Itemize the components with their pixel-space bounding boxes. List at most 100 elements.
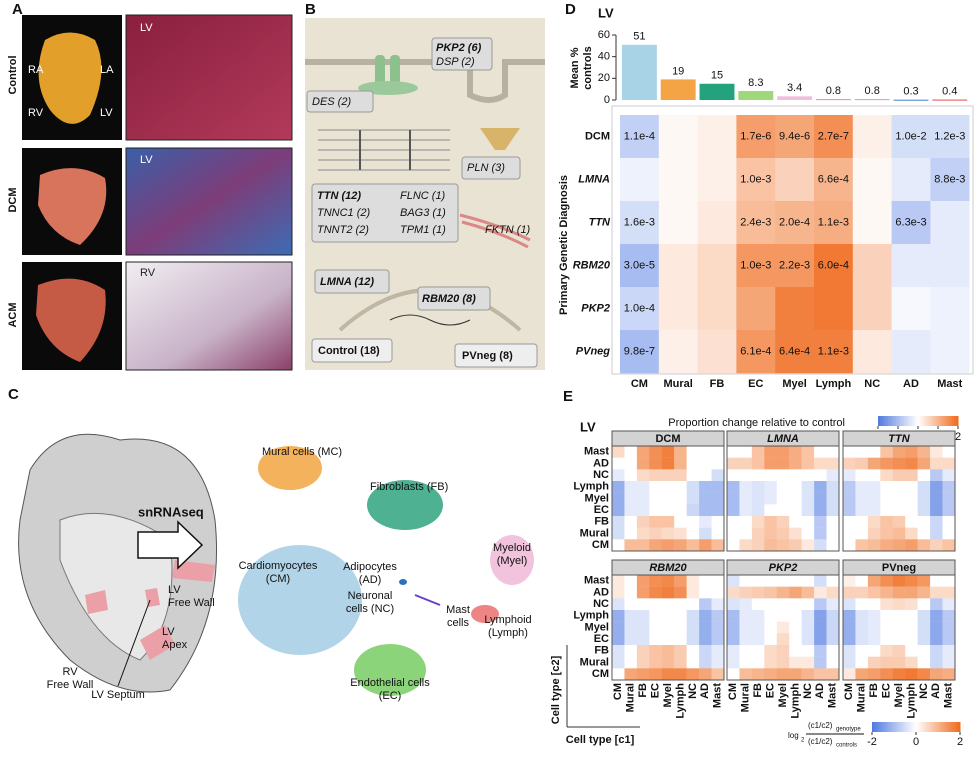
heatmap-cell: [686, 504, 700, 517]
colorbar-swatch: [942, 722, 946, 732]
heatmap-cell: [764, 504, 777, 517]
heatmap-cell: [674, 492, 687, 505]
heatmap-cell: [764, 527, 777, 540]
heatmap-cell: [843, 668, 856, 681]
heatmap-cell: [843, 575, 856, 587]
colorbar-swatch: [944, 416, 947, 426]
colorbar-swatch: [886, 416, 889, 426]
heatmap-cell: [686, 645, 700, 657]
heatmap-cell: [942, 469, 956, 482]
heatmap-cell: [917, 457, 931, 470]
heatmap-cell: [855, 457, 869, 470]
heatmap-cell: [624, 539, 638, 552]
cell-annotation: 6.6e-4: [818, 173, 849, 185]
cluster-label: Fibroblasts (FB): [370, 481, 448, 493]
heatmap-cell: [930, 656, 943, 669]
row-label: NC: [593, 469, 609, 481]
heatmap-cell: [658, 287, 698, 331]
heatmap-cell: [814, 668, 827, 681]
heatmap-cell: [751, 633, 765, 646]
row-label: RBM20: [573, 259, 611, 271]
row-label: Control: [7, 55, 19, 94]
facet-frame: [842, 574, 956, 681]
heatmap-cell: [624, 656, 638, 669]
heatmap-cell: [867, 621, 881, 634]
heatmap-cell: [814, 656, 827, 669]
heatmap-cell: [826, 575, 840, 587]
x-tick-label: AD: [903, 378, 919, 390]
heatmap-cell: [843, 527, 856, 540]
heatmap-cell: [843, 516, 856, 528]
colorbar-swatch: [928, 416, 931, 426]
x-tick-label: AD: [814, 683, 826, 699]
cluster-label: Cardiomyocytes: [239, 560, 318, 572]
heatmap-cell: [930, 469, 943, 482]
heatmap-cell: [880, 610, 893, 622]
heatmap-cell: [892, 446, 906, 458]
heatmap-cell: [699, 668, 712, 681]
heatmap-cell: [843, 504, 856, 517]
colorbar-swatch: [872, 722, 875, 732]
colorbar-swatch: [894, 416, 897, 426]
heatmap-cell: [686, 668, 700, 681]
bar: [777, 96, 813, 100]
heatmap-cell: [826, 481, 840, 493]
heatmap-cell: [843, 492, 856, 505]
cluster-label: (CM): [266, 573, 290, 585]
cell-annotation: 9.4e-6: [779, 130, 810, 142]
heatmap-cell: [930, 633, 943, 646]
heatmap-cell: [649, 446, 662, 458]
heatmap-cell: [917, 610, 931, 622]
heatmap-cell: [739, 446, 753, 458]
heatmap-cell: [930, 539, 943, 552]
heatmap-cell: [880, 504, 893, 517]
colorbar-swatch: [907, 722, 910, 732]
heatmap-cell: [624, 575, 638, 587]
gene-label: FKTN (1): [485, 224, 531, 236]
colorbar-swatch: [933, 722, 937, 732]
heatmap-cell: [661, 457, 675, 470]
heatmap-cell: [612, 633, 625, 646]
heatmap-cell: [826, 668, 840, 681]
heatmap-cell: [826, 504, 840, 517]
legend-title: (c1/c2): [808, 721, 833, 730]
heatmap-cell: [612, 586, 625, 599]
x-tick-label: AD: [699, 683, 711, 699]
heatmap-cell: [905, 586, 918, 599]
heatmap-cell: [636, 492, 650, 505]
cell-annotation: 6.4e-4: [779, 345, 810, 357]
heatmap-cell: [814, 516, 827, 528]
heatmap-cell: [649, 645, 662, 657]
heatmap-cell: [751, 527, 765, 540]
heatmap-cell: [892, 633, 906, 646]
heatmap-cell: [674, 668, 687, 681]
row-label: Mast: [584, 575, 609, 587]
heatmap-cell: [612, 492, 625, 505]
heatmap-cell: [699, 633, 712, 646]
heatmap-cell: [699, 656, 712, 669]
heatmap-cell: [636, 598, 650, 611]
heatmap-cell: [624, 621, 638, 634]
data-label: 0.4: [942, 85, 957, 97]
colorbar-swatch: [885, 722, 888, 732]
heatmap-cell: [751, 668, 765, 681]
heatmap-cell: [751, 457, 765, 470]
row-label: DCM: [585, 130, 610, 142]
heatmap-cell: [801, 668, 815, 681]
row-label: TTN: [589, 216, 611, 228]
heatmap-cell: [776, 504, 790, 517]
heatmap-cell: [867, 504, 881, 517]
heatmap-cell: [686, 457, 700, 470]
row-label: FB: [594, 516, 609, 528]
cell-annotation: 1.0e-2: [895, 130, 926, 142]
colorbar-swatch: [900, 416, 903, 426]
heatmap-cell: [711, 575, 725, 587]
heatmap-cell: [624, 457, 638, 470]
heatmap-cell: [699, 575, 712, 587]
heatmap-cell: [739, 656, 753, 669]
heatmap-cell: [843, 469, 856, 482]
heatmap-cell: [826, 516, 840, 528]
heatmap-cell: [624, 633, 638, 646]
heatmap-cell: [661, 598, 675, 611]
heatmap-cell: [711, 645, 725, 657]
